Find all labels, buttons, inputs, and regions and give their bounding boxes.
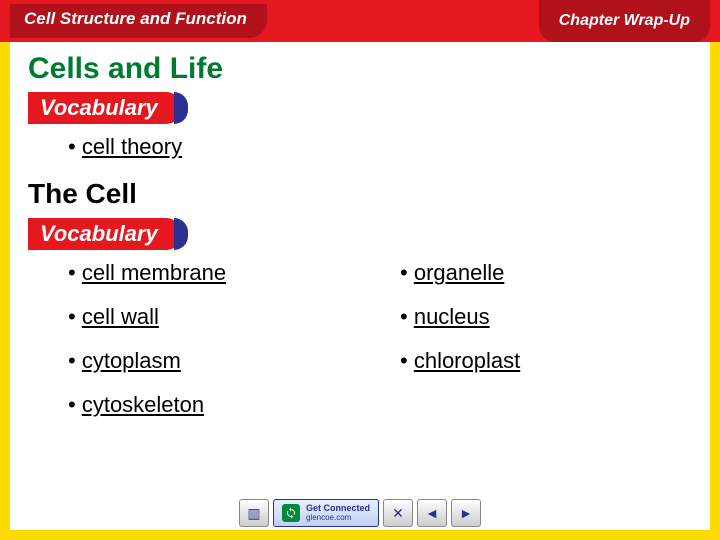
close-icon: ✕ xyxy=(392,505,404,522)
nav-toolbar: ▥ Get Connected glencoe.com ✕ ◄ ► xyxy=(0,496,720,530)
vocab-columns: cell membrane cell wall cytoplasm cytosk… xyxy=(28,260,692,450)
connect-title: Get Connected xyxy=(306,504,370,513)
nav-prev-button[interactable]: ◄ xyxy=(417,499,447,527)
chevron-left-icon: ◄ xyxy=(425,505,439,521)
connect-text-wrap: Get Connected glencoe.com xyxy=(306,504,370,522)
vocab-item: chloroplast xyxy=(400,348,692,374)
vocab-item: cell membrane xyxy=(68,260,360,286)
vocab-list-1: cell theory xyxy=(68,134,692,160)
vocab-link-cell-wall[interactable]: cell wall xyxy=(82,304,159,329)
chapter-wrapup-label: Chapter Wrap-Up xyxy=(539,0,710,42)
vocab-item: organelle xyxy=(400,260,692,286)
refresh-icon xyxy=(282,504,300,522)
vocabulary-banner-2: Vocabulary xyxy=(28,218,182,250)
header-bar: Cell Structure and Function Chapter Wrap… xyxy=(0,0,720,42)
vocab-col-left: cell membrane cell wall cytoplasm cytosk… xyxy=(68,260,360,436)
connect-url: glencoe.com xyxy=(306,513,370,522)
nav-next-button[interactable]: ► xyxy=(451,499,481,527)
vocab-item: nucleus xyxy=(400,304,692,330)
vocab-link-organelle[interactable]: organelle xyxy=(414,260,505,285)
vocab-link-cytoplasm[interactable]: cytoplasm xyxy=(82,348,181,373)
nav-home-button[interactable]: ▥ xyxy=(239,499,269,527)
section1-title: Cells and Life xyxy=(28,52,692,86)
vocabulary-banner-1: Vocabulary xyxy=(28,92,182,124)
vocab-link-cytoskeleton[interactable]: cytoskeleton xyxy=(82,392,204,417)
vocab-item: cytoskeleton xyxy=(68,392,360,418)
vocab-col-right: organelle nucleus chloroplast xyxy=(400,260,692,436)
vocab-link-cell-membrane[interactable]: cell membrane xyxy=(82,260,226,285)
vocab-item: cell theory xyxy=(68,134,692,160)
chevron-right-icon: ► xyxy=(459,505,473,521)
get-connected-button[interactable]: Get Connected glencoe.com xyxy=(273,499,379,527)
book-icon: ▥ xyxy=(247,505,260,522)
vocab-link-chloroplast[interactable]: chloroplast xyxy=(414,348,520,373)
nav-close-button[interactable]: ✕ xyxy=(383,499,413,527)
section2-title: The Cell xyxy=(28,178,692,210)
vocab-link-cell-theory[interactable]: cell theory xyxy=(82,134,182,159)
chapter-title: Cell Structure and Function xyxy=(10,4,267,38)
vocab-link-nucleus[interactable]: nucleus xyxy=(414,304,490,329)
vocab-item: cytoplasm xyxy=(68,348,360,374)
vocab-item: cell wall xyxy=(68,304,360,330)
content-area: Cells and Life Vocabulary cell theory Th… xyxy=(28,52,692,480)
slide-frame: Cell Structure and Function Chapter Wrap… xyxy=(0,0,720,540)
